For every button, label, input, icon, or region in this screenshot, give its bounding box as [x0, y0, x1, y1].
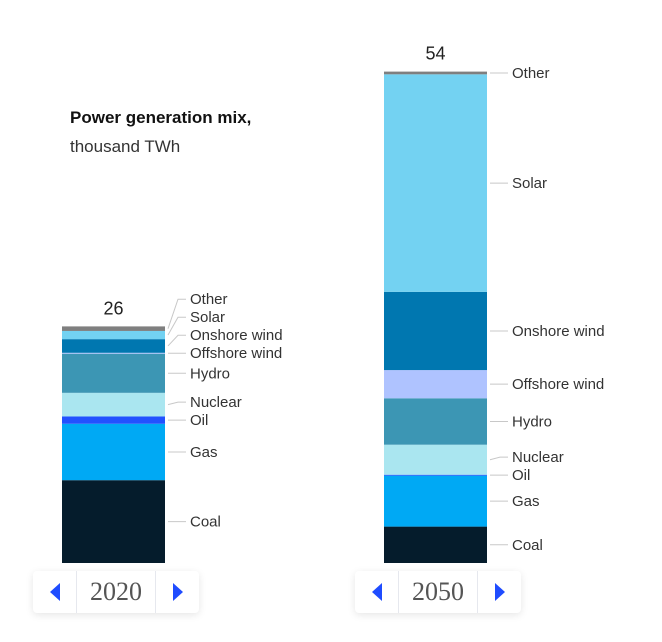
- bar-segment-coal: [384, 526, 487, 563]
- segment-label: Oil: [512, 467, 530, 484]
- segment-label: Onshore wind: [512, 323, 605, 340]
- segment-label: Nuclear: [512, 449, 564, 466]
- bar-segment-other: [384, 71, 487, 75]
- bar-segment-oil: [62, 416, 165, 424]
- segment-label: Offshore wind: [190, 345, 282, 362]
- total-label: 26: [103, 298, 123, 318]
- next-year-button[interactable]: [156, 571, 199, 613]
- bar-segment-offshore-wind: [62, 352, 165, 354]
- triangle-right-icon: [494, 583, 505, 601]
- segment-label: Nuclear: [190, 394, 242, 411]
- bar-segment-onshore-wind: [62, 339, 165, 353]
- bar-segment-gas: [62, 423, 165, 481]
- bar-segment-hydro: [384, 398, 487, 445]
- leader-line: [489, 456, 508, 461]
- segment-label: Oil: [190, 412, 208, 429]
- bar-segment-offshore-wind: [384, 370, 487, 399]
- segment-label: Offshore wind: [512, 376, 604, 393]
- next-year-button[interactable]: [478, 571, 521, 613]
- triangle-right-icon: [172, 583, 183, 601]
- year-selector-2050: 2050: [355, 571, 521, 613]
- bar-segment-nuclear: [384, 444, 487, 475]
- segment-label: Coal: [512, 537, 543, 554]
- segment-label: Solar: [512, 175, 547, 192]
- leader-line: [167, 316, 186, 336]
- leader-line: [167, 401, 186, 406]
- bar-segment-solar: [384, 74, 487, 292]
- year-label: 2020: [76, 571, 156, 613]
- leader-line: [167, 298, 186, 329]
- segment-label: Onshore wind: [190, 327, 283, 344]
- segment-label: Hydro: [190, 365, 230, 382]
- prev-year-button[interactable]: [33, 571, 76, 613]
- bar-segment-oil: [384, 474, 487, 476]
- segment-label: Solar: [190, 309, 225, 326]
- bar-segment-solar: [62, 330, 165, 340]
- bar-segment-nuclear: [62, 392, 165, 417]
- chart-title: Power generation mix,: [70, 108, 252, 127]
- year-selector-2020: 2020: [33, 571, 199, 613]
- bar-segment-coal: [62, 480, 165, 563]
- bar-segment-other: [62, 326, 165, 331]
- segment-label: Gas: [512, 493, 540, 510]
- segment-label: Other: [190, 291, 228, 308]
- triangle-left-icon: [371, 583, 382, 601]
- bar-segment-hydro: [62, 353, 165, 393]
- chart-subtitle: thousand TWh: [70, 137, 181, 156]
- leader-line: [167, 334, 186, 347]
- total-label: 54: [425, 44, 445, 64]
- bar-segment-onshore-wind: [384, 291, 487, 371]
- bar-segment-gas: [384, 475, 487, 527]
- segment-label: Coal: [190, 514, 221, 531]
- segment-label: Hydro: [512, 413, 552, 430]
- triangle-left-icon: [49, 583, 60, 601]
- segment-label: Gas: [190, 444, 218, 461]
- year-label: 2050: [398, 571, 478, 613]
- prev-year-button[interactable]: [355, 571, 398, 613]
- segment-label: Other: [512, 65, 550, 82]
